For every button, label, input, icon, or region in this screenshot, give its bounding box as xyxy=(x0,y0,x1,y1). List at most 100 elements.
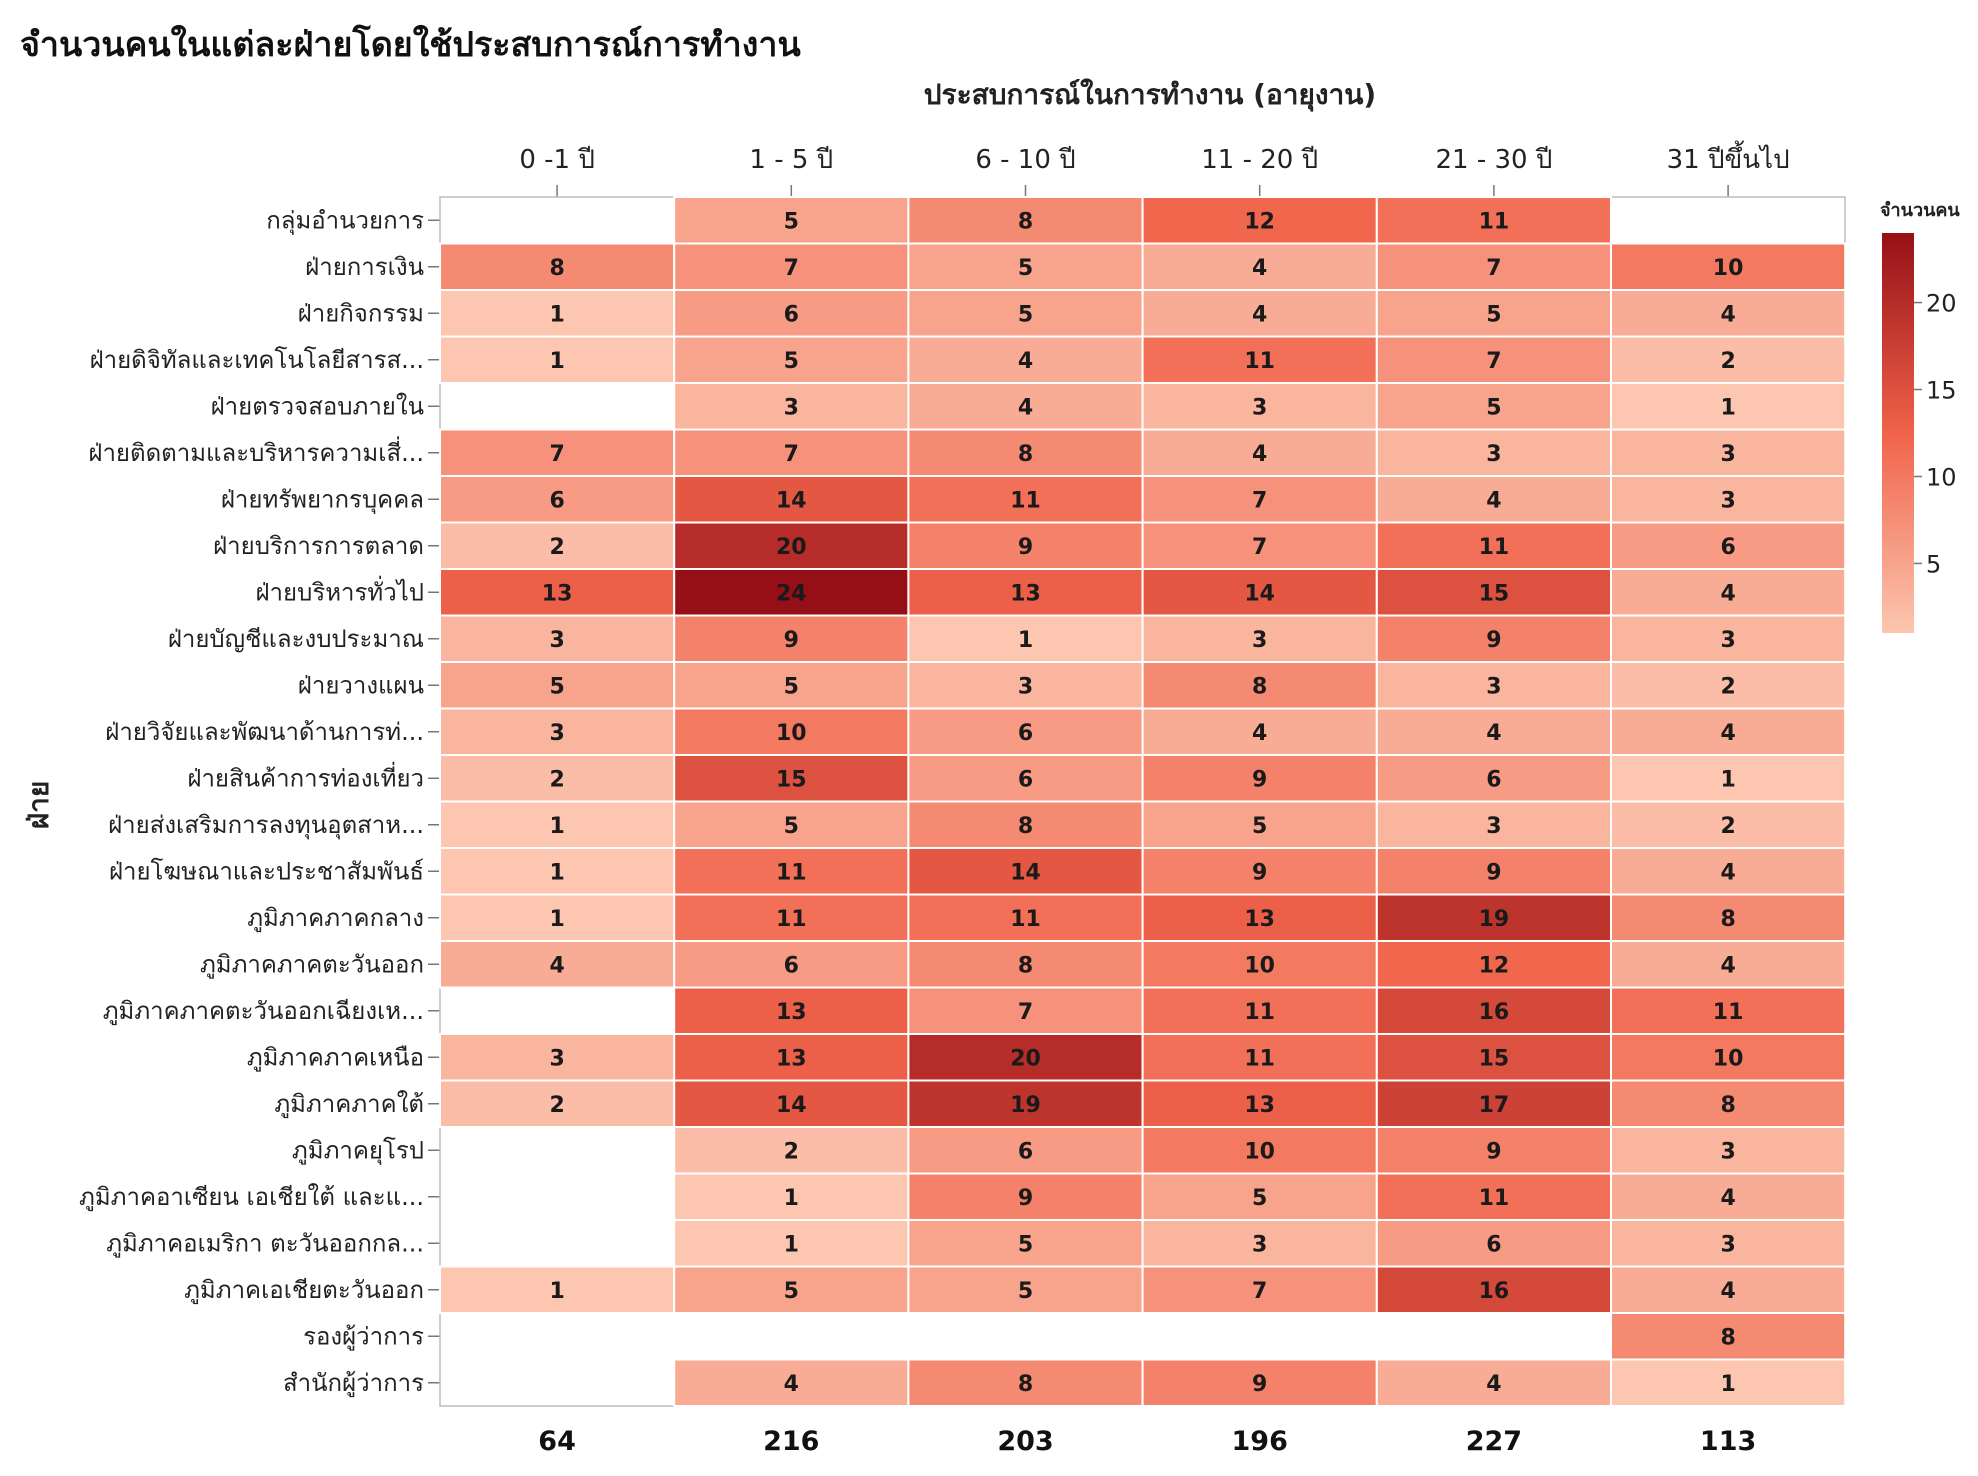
heatmap-cell xyxy=(1610,289,1847,338)
cell-value-label: 7 xyxy=(1018,1000,1033,1025)
cell-value-label: 6 xyxy=(1486,1232,1501,1257)
cell-value-label: 11 xyxy=(1479,535,1510,560)
cell-value-label: 13 xyxy=(1244,1093,1275,1118)
cell-value-label: 17 xyxy=(1479,1093,1510,1118)
cell-value-label: 13 xyxy=(542,581,573,606)
cell-value-label: 3 xyxy=(1252,628,1267,653)
cell-value-label: 3 xyxy=(1720,1232,1735,1257)
cell-value-label: 4 xyxy=(1486,1372,1501,1397)
cell-value-label: 6 xyxy=(549,488,564,513)
heatmap-cell xyxy=(673,1265,910,1314)
cell-value-label: 14 xyxy=(776,488,807,513)
cell-value-label: 6 xyxy=(1720,535,1735,560)
x-axis-title: ประสบการณ์ในการทำงาน (อายุงาน) xyxy=(924,78,1376,112)
heatmap-cell xyxy=(1141,986,1378,1035)
cell-value-label: 6 xyxy=(784,953,799,978)
heatmap-cell xyxy=(1141,196,1378,245)
cell-value-label: 9 xyxy=(1486,628,1501,653)
row-label: ฝ่ายบัญชีและงบประมาณ xyxy=(168,625,424,653)
cell-value-label: 12 xyxy=(1479,953,1510,978)
heatmap-cell xyxy=(439,428,676,477)
row-labels: กลุ่มอำนวยการฝ่ายการเงินฝ่ายกิจกรรมฝ่ายด… xyxy=(79,206,440,1398)
cell-value-label: 1 xyxy=(549,1279,564,1304)
cell-value-label: 1 xyxy=(1720,767,1735,792)
cell-value-label: 5 xyxy=(1018,1279,1033,1304)
cell-value-label: 1 xyxy=(549,860,564,885)
heatmap-cell xyxy=(439,940,676,989)
cell-value-label: 16 xyxy=(1479,1279,1510,1304)
cell-value-label: 11 xyxy=(1244,349,1275,374)
cell-value-label: 7 xyxy=(1252,1279,1267,1304)
row-label: ภูมิภาคภาคใต้ xyxy=(274,1090,424,1119)
heatmap-cells: 5 8 12 118 7 5 4 7 101 6 5 4 5 41 5 4 11 7 23 4 3 5 17 7 8 4 3 36 14… xyxy=(439,196,1847,1407)
legend-tick-label: 15 xyxy=(1926,377,1957,405)
heatmap-cell xyxy=(1610,1358,1847,1407)
row-label: ภูมิภาคยุโรป xyxy=(292,1136,424,1165)
legend-color-bar xyxy=(1882,233,1914,633)
cell-value-label: 11 xyxy=(1010,488,1041,513)
cell-value-label: 5 xyxy=(784,1279,799,1304)
heatmap-cell xyxy=(907,1079,1144,1128)
heatmap-cell xyxy=(1610,940,1847,989)
legend-tick-label: 20 xyxy=(1926,290,1957,318)
heatmap-cell xyxy=(1141,800,1378,849)
heatmap-cell xyxy=(907,1126,1144,1175)
cell-value-label: 6 xyxy=(1486,767,1501,792)
row-label: ฝ่ายส่งเสริมการลงทุนอุตสาห... xyxy=(108,811,424,840)
cell-value-label: 2 xyxy=(549,1093,564,1118)
row-label: ฝ่ายบริหารทั่วไป xyxy=(255,575,424,606)
cell-value-label: 4 xyxy=(1486,721,1501,746)
chart-title: จำนวนคนในแต่ละฝ่ายโดยใช้ประสบการณ์การทำง… xyxy=(20,24,801,65)
cell-value-label: 6 xyxy=(1018,721,1033,746)
heatmap-cell xyxy=(1610,1265,1847,1314)
column-labels: 0 -1 ปี 1 - 5 ปี 6 - 10 ปี 11 - 20 ปี 21 - 3… xyxy=(519,140,1790,197)
cell-value-label: 4 xyxy=(549,953,564,978)
cell-value-label: 8 xyxy=(1018,814,1033,839)
cell-value-label: 5 xyxy=(784,814,799,839)
heatmap-cell xyxy=(1141,940,1378,989)
cell-value-label: 3 xyxy=(549,1046,564,1071)
cell-value-label: 14 xyxy=(1244,581,1275,606)
cell-value-label: 4 xyxy=(1486,488,1501,513)
heatmap-cell xyxy=(439,893,676,942)
cell-value-label: 4 xyxy=(1018,349,1033,374)
heatmap-cell xyxy=(1610,568,1847,617)
cell-value-label: 1 xyxy=(549,814,564,839)
cell-value-label: 9 xyxy=(1252,1372,1267,1397)
cell-value-label: 4 xyxy=(1018,395,1033,420)
cell-value-label: 10 xyxy=(1244,953,1275,978)
cell-value-label: 3 xyxy=(1252,1232,1267,1257)
cell-value-label: 7 xyxy=(549,442,564,467)
cell-value-label: 8 xyxy=(1252,674,1267,699)
cell-value-label: 3 xyxy=(784,395,799,420)
heatmap-cell xyxy=(907,940,1144,989)
heatmap-cell xyxy=(1610,1219,1847,1268)
heatmap-cell xyxy=(1610,847,1847,896)
row-label: ฝ่ายการเงิน xyxy=(305,253,424,281)
cell-value-label: 8 xyxy=(1720,907,1735,932)
cell-value-label: 5 xyxy=(784,674,799,699)
legend-tick-label: 5 xyxy=(1926,550,1941,578)
cell-value-label: 8 xyxy=(1018,1372,1033,1397)
cell-value-label: 8 xyxy=(1720,1093,1735,1118)
cell-value-label: 13 xyxy=(1010,581,1041,606)
cell-value-label: 11 xyxy=(1244,1000,1275,1025)
cell-value-label: 4 xyxy=(1720,953,1735,978)
column-total: 64 xyxy=(538,1426,576,1457)
cell-value-label: 3 xyxy=(1720,628,1735,653)
heatmap-cell xyxy=(907,661,1144,710)
cell-value-label: 24 xyxy=(776,581,807,606)
heatmap-cell xyxy=(1610,335,1847,384)
row-label: ฝ่ายตรวจสอบภายใน xyxy=(211,392,424,420)
cell-value-label: 5 xyxy=(1018,256,1033,281)
cell-value-label: 13 xyxy=(776,1046,807,1071)
cell-value-label: 3 xyxy=(1252,395,1267,420)
cell-value-label: 4 xyxy=(1252,256,1267,281)
cell-value-label: 4 xyxy=(1252,302,1267,327)
cell-value-label: 10 xyxy=(776,721,807,746)
cell-value-label: 10 xyxy=(1713,256,1744,281)
cell-value-label: 3 xyxy=(1486,674,1501,699)
legend-title: จำนวนคน xyxy=(1880,200,1960,221)
heatmap-cell xyxy=(1141,754,1378,803)
